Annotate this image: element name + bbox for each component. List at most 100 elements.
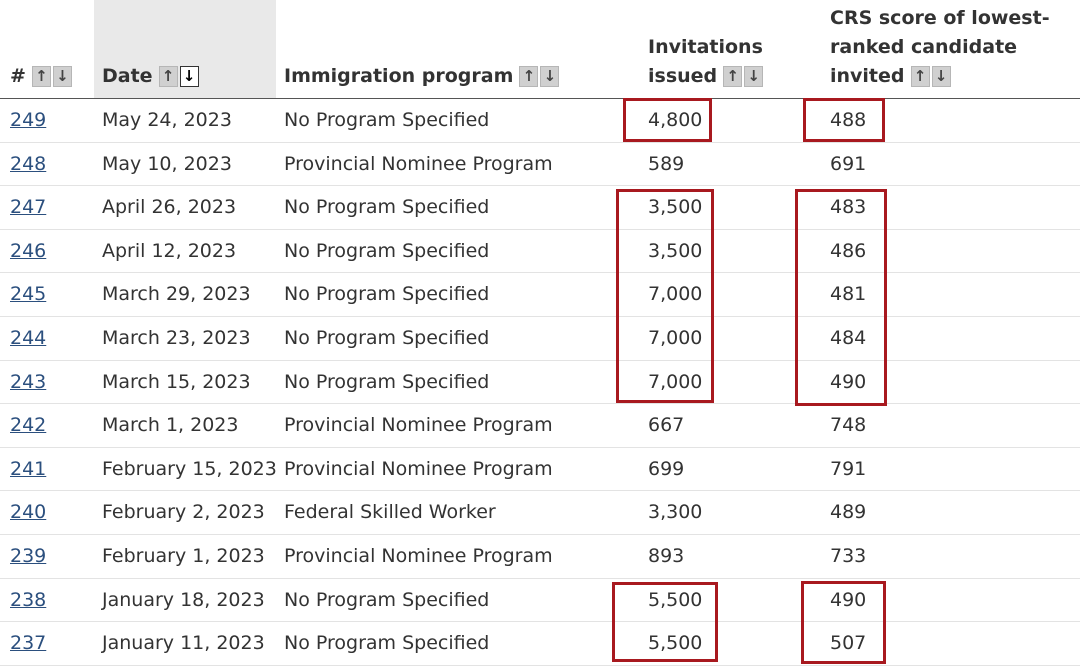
sort-ascending-icon[interactable]: ↑ [519, 66, 539, 87]
cell-invitations: 3,300 [648, 501, 703, 524]
cell-number: 243 [10, 361, 46, 405]
cell-number: 239 [10, 535, 46, 579]
draw-number-link[interactable]: 237 [10, 632, 47, 655]
draw-number-link[interactable]: 243 [10, 370, 47, 393]
table-row: 246 April 12, 2023 No Program Specified … [0, 230, 1080, 274]
sort-controls-number: ↑ ↓ [31, 66, 74, 87]
cell-date: February 15, 2023 [102, 457, 277, 480]
header-invitations: Invitations issued ↑ ↓ [648, 33, 765, 91]
sort-descending-icon[interactable]: ↓ [744, 66, 764, 87]
cell-invitations: 5,500 [648, 588, 703, 611]
table-row: 242 March 1, 2023 Provincial Nominee Pro… [0, 404, 1080, 448]
cell-crs: 691 [830, 152, 867, 175]
cell-date: March 15, 2023 [102, 370, 251, 393]
cell-date: March 23, 2023 [102, 327, 251, 349]
highlight-box-crs-249 [803, 98, 885, 142]
sort-descending-icon[interactable]: ↓ [179, 66, 199, 87]
cell-invitations: 5,500 [648, 632, 703, 655]
cell-date: April 12, 2023 [102, 239, 237, 262]
cell-date: April 26, 2023 [102, 196, 237, 219]
sort-ascending-icon[interactable]: ↑ [31, 66, 51, 87]
cell-program: No Program Specified [284, 588, 490, 611]
cell-invitations: 3,500 [648, 196, 703, 219]
cell-program: No Program Specified [284, 283, 490, 306]
cell-crs: 748 [830, 414, 867, 437]
draw-number-link[interactable]: 238 [10, 588, 47, 611]
sort-ascending-icon[interactable]: ↑ [723, 66, 743, 87]
cell-invitations: 7,000 [648, 327, 703, 349]
cell-invitations: 4,800 [648, 109, 703, 131]
cell-number: 241 [10, 448, 46, 492]
cell-date: February 2, 2023 [102, 501, 265, 524]
draw-number-link[interactable]: 241 [10, 457, 47, 480]
cell-program: Provincial Nominee Program [284, 457, 553, 480]
cell-invitations: 893 [648, 545, 685, 567]
cell-crs: 507 [830, 632, 867, 655]
sort-descending-icon[interactable]: ↓ [931, 66, 951, 87]
draw-number-link[interactable]: 240 [10, 501, 47, 524]
cell-crs: 490 [830, 588, 867, 611]
cell-number: 238 [10, 579, 46, 623]
header-program-label: Immigration program [284, 65, 514, 87]
draw-number-link[interactable]: 246 [10, 239, 47, 262]
sort-ascending-icon[interactable]: ↑ [910, 66, 930, 87]
draw-number-link[interactable]: 245 [10, 283, 47, 306]
header-divider [0, 98, 1080, 99]
draw-number-link[interactable]: 244 [10, 327, 47, 349]
draw-number-link[interactable]: 242 [10, 414, 47, 437]
header-date-label: Date [102, 65, 153, 87]
cell-date: May 24, 2023 [102, 109, 232, 131]
header-crs-line-3: invited [830, 65, 905, 87]
cell-program: Provincial Nominee Program [284, 545, 553, 567]
header-crs-line-1: CRS score of lowest- [830, 7, 1050, 29]
draw-number-link[interactable]: 247 [10, 196, 47, 219]
draw-number-link[interactable]: 249 [10, 109, 47, 131]
header-number: # ↑ ↓ [10, 62, 74, 91]
cell-date: March 29, 2023 [102, 283, 251, 306]
highlight-box-invitations-249 [623, 98, 712, 142]
cell-date: May 10, 2023 [102, 152, 232, 175]
cell-number: 237 [10, 622, 46, 666]
cell-number: 248 [10, 143, 46, 187]
table-row: 237 January 11, 2023 No Program Specifie… [0, 622, 1080, 666]
cell-date: January 18, 2023 [102, 588, 265, 611]
highlight-box-crs-247-243 [795, 189, 887, 406]
sort-descending-icon[interactable]: ↓ [540, 66, 560, 87]
sort-ascending-icon[interactable]: ↑ [158, 66, 178, 87]
cell-program: No Program Specified [284, 109, 490, 131]
header-invitations-line-1: Invitations [648, 36, 763, 58]
cell-crs: 481 [830, 283, 867, 306]
cell-program: No Program Specified [284, 196, 490, 219]
cell-crs: 484 [830, 327, 867, 349]
cell-program: No Program Specified [284, 327, 490, 349]
table-row: 240 February 2, 2023 Federal Skilled Wor… [0, 491, 1080, 535]
cell-date: February 1, 2023 [102, 545, 265, 567]
table-row: 248 May 10, 2023 Provincial Nominee Prog… [0, 143, 1080, 187]
cell-crs: 733 [830, 545, 867, 567]
cell-program: Provincial Nominee Program [284, 414, 553, 437]
header-invitations-line-2: issued [648, 65, 718, 87]
cell-crs: 490 [830, 370, 867, 393]
cell-number: 246 [10, 230, 46, 274]
cell-invitations: 699 [648, 457, 685, 480]
cell-number: 242 [10, 404, 46, 448]
header-crs: CRS score of lowest- ranked candidate in… [830, 4, 1050, 91]
cell-number: 249 [10, 99, 46, 143]
cell-crs: 488 [830, 109, 867, 131]
cell-program: Federal Skilled Worker [284, 501, 496, 524]
sort-controls-invitations: ↑ ↓ [723, 66, 765, 87]
highlight-box-invitations-247-243 [616, 189, 714, 403]
header-number-label: # [10, 65, 26, 87]
cell-date: March 1, 2023 [102, 414, 239, 437]
highlight-box-invitations-238-237 [612, 582, 718, 662]
sort-descending-icon[interactable]: ↓ [52, 66, 72, 87]
sort-controls-date: ↑ ↓ [158, 66, 201, 87]
cell-crs: 486 [830, 239, 867, 262]
draw-number-link[interactable]: 239 [10, 545, 47, 567]
cell-program: No Program Specified [284, 239, 490, 262]
draw-number-link[interactable]: 248 [10, 152, 47, 175]
table-row: 243 March 15, 2023 No Program Specified … [0, 361, 1080, 405]
table-row: 238 January 18, 2023 No Program Specifie… [0, 579, 1080, 623]
cell-number: 244 [10, 317, 46, 361]
